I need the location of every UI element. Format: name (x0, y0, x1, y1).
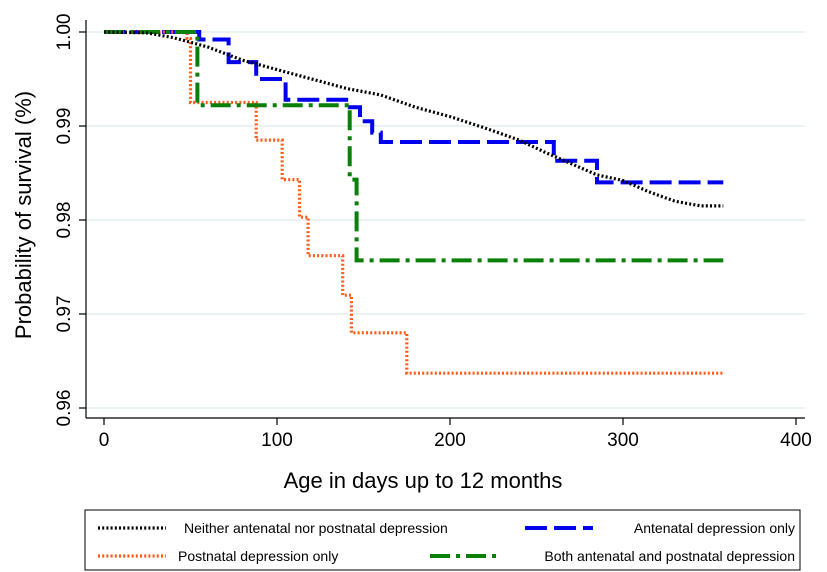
x-tick-label: 300 (607, 430, 639, 451)
legend-label-series-both: Both antenatal and postnatal depression (544, 548, 795, 564)
y-tick-label: 1.00 (54, 14, 75, 51)
x-tick-label: 0 (99, 430, 110, 451)
series-antenatal-line (104, 30, 724, 185)
y-tick-label: 0.99 (54, 108, 75, 145)
axes (85, 20, 805, 419)
series-postnatal-line (104, 30, 724, 375)
x-tick-label: 400 (780, 430, 812, 451)
series-neither-line (103, 30, 724, 208)
y-tick-label: 0.97 (54, 296, 75, 333)
series-lines (103, 30, 724, 375)
y-axis-title: Probability of survival (%) (11, 91, 36, 339)
series-both-line (104, 30, 724, 263)
legend-label-series-neither: Neither antenatal nor postnatal depressi… (184, 520, 448, 536)
legend-label-series-postnatal: Postnatal depression only (178, 548, 338, 564)
legend: Neither antenatal nor postnatal depressi… (84, 509, 801, 571)
gridlines (86, 31, 805, 409)
y-tick-label: 0.96 (54, 390, 75, 427)
ticks: 0.96 0.97 0.98 0.99 1.00 0 100 200 300 400 (54, 14, 812, 451)
x-tick-label: 200 (434, 430, 466, 451)
legend-box (84, 509, 801, 571)
legend-label-series-antenatal: Antenatal depression only (634, 520, 795, 536)
x-tick-label: 100 (261, 430, 293, 451)
y-tick-label: 0.98 (54, 202, 75, 239)
x-axis-title: Age in days up to 12 months (284, 468, 563, 493)
